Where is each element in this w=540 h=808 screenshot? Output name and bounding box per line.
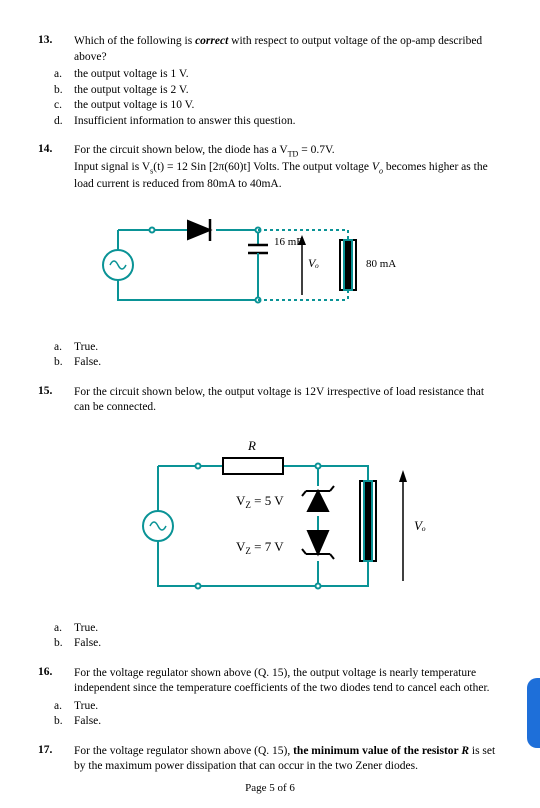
opt-label: b.	[38, 83, 74, 99]
vz1-label: VZ = 5 V	[236, 493, 284, 510]
q15-number: 15.	[38, 385, 74, 397]
q15-circuit-diagram: R VZ = 5 V VZ = 7 V Vₒ	[118, 436, 458, 606]
q13-header: 13. Which of the following is correct wi…	[38, 34, 502, 65]
question-16: 16. For the voltage regulator shown abov…	[38, 666, 502, 730]
q16-text: For the voltage regulator shown above (Q…	[74, 666, 502, 697]
q14-number: 14.	[38, 143, 74, 155]
q13-text: Which of the following is correct with r…	[74, 34, 502, 65]
load-label: 80 mA	[366, 258, 396, 270]
q14-l2-mid: (t) = 12 Sin [2π(60)t] Volts. The output…	[153, 161, 372, 173]
vz2-label: VZ = 7 V	[236, 539, 284, 556]
q17-number: 17.	[38, 744, 74, 756]
cap-label: 16 mF	[274, 236, 302, 248]
r-label: R	[247, 438, 256, 453]
vo-label: Vₒ	[308, 256, 319, 270]
side-tab-icon[interactable]	[527, 678, 540, 748]
q15-opt-a: a.True.	[38, 621, 502, 637]
question-17: 17. For the voltage regulator shown abov…	[38, 744, 502, 775]
opt-label: b.	[38, 636, 74, 652]
opt-label: a.	[38, 340, 74, 356]
q15-options: a.True. b.False.	[38, 621, 502, 652]
q16-options: a.True. b.False.	[38, 699, 502, 730]
q13-opt-b: b.the output voltage is 2 V.	[38, 83, 502, 99]
opt-text: True.	[74, 340, 502, 356]
q15-text: For the circuit shown below, the output …	[74, 385, 502, 416]
page-number: Page 5 of 6	[0, 782, 540, 794]
opt-label: b.	[38, 714, 74, 730]
q13-correct: correct	[195, 35, 228, 47]
q16-opt-b: b.False.	[38, 714, 502, 730]
q17-header: 17. For the voltage regulator shown abov…	[38, 744, 502, 775]
q16-header: 16. For the voltage regulator shown abov…	[38, 666, 502, 697]
vo-label: Vₒ	[414, 518, 426, 533]
opt-text: False.	[74, 714, 502, 730]
q17-r: R	[461, 745, 469, 757]
q15-opt-b: b.False.	[38, 636, 502, 652]
opt-label: a.	[38, 699, 74, 715]
q14-l1-sub: TD	[288, 149, 299, 158]
q16-opt-a: a.True.	[38, 699, 502, 715]
opt-text: the output voltage is 2 V.	[74, 83, 502, 99]
question-14: 14. For the circuit shown below, the dio…	[38, 143, 502, 371]
q14-text: For the circuit shown below, the diode h…	[74, 143, 502, 193]
q14-l2-pre: Input signal is V	[74, 161, 150, 173]
q15-header: 15. For the circuit shown below, the out…	[38, 385, 502, 416]
q14-vo: V	[372, 161, 379, 173]
q13-options: a.the output voltage is 1 V. b.the outpu…	[38, 67, 502, 129]
q13-opt-a: a.the output voltage is 1 V.	[38, 67, 502, 83]
q13-opt-d: d.Insufficient information to answer thi…	[38, 114, 502, 130]
q14-circuit-diagram: 16 mF Vₒ 80 mA	[88, 205, 408, 325]
q16-number: 16.	[38, 666, 74, 678]
question-15: 15. For the circuit shown below, the out…	[38, 385, 502, 652]
opt-text: True.	[74, 699, 502, 715]
opt-label: a.	[38, 621, 74, 637]
opt-label: d.	[38, 114, 74, 130]
q14-options: a.True. b.False.	[38, 340, 502, 371]
q14-opt-a: a.True.	[38, 340, 502, 356]
q13-opt-c: c.the output voltage is 10 V.	[38, 98, 502, 114]
opt-text: False.	[74, 636, 502, 652]
opt-text: False.	[74, 355, 502, 371]
opt-text: True.	[74, 621, 502, 637]
q13-pre: Which of the following is	[74, 35, 195, 47]
opt-label: b.	[38, 355, 74, 371]
q13-number: 13.	[38, 34, 74, 46]
opt-label: a.	[38, 67, 74, 83]
q17-bold: the minimum value of the resistor	[293, 745, 461, 757]
q14-header: 14. For the circuit shown below, the dio…	[38, 143, 502, 193]
opt-label: c.	[38, 98, 74, 114]
q14-l1-post: = 0.7V.	[298, 144, 334, 156]
opt-text: Insufficient information to answer this …	[74, 114, 502, 130]
q14-opt-b: b.False.	[38, 355, 502, 371]
opt-text: the output voltage is 10 V.	[74, 98, 502, 114]
question-13: 13. Which of the following is correct wi…	[38, 34, 502, 129]
opt-text: the output voltage is 1 V.	[74, 67, 502, 83]
q17-text: For the voltage regulator shown above (Q…	[74, 744, 502, 775]
q14-l1-pre: For the circuit shown below, the diode h…	[74, 144, 288, 156]
q17-pre: For the voltage regulator shown above (Q…	[74, 745, 293, 757]
